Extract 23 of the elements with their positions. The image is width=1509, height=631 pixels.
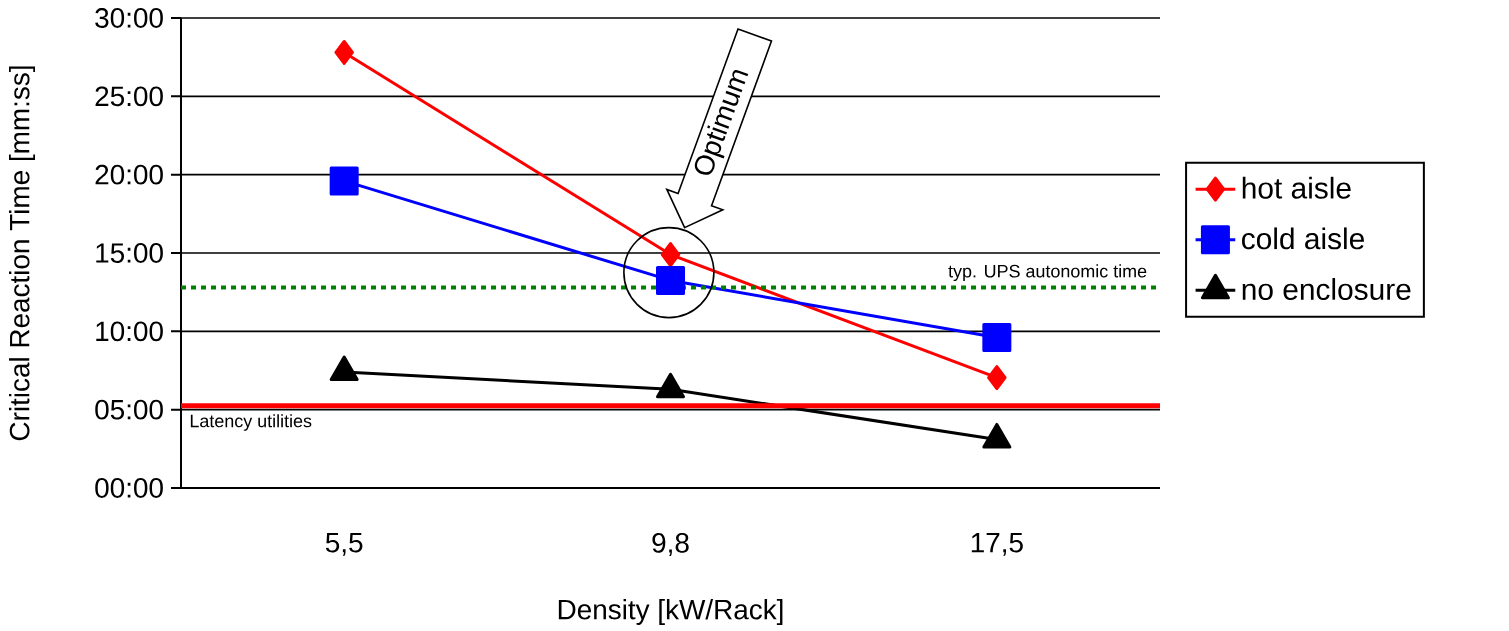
y-tick-label: 20:00: [95, 164, 163, 185]
legend-label: cold aisle: [1242, 227, 1364, 250]
legend-label: hot aisle: [1242, 176, 1351, 199]
y-tick-label: 00:00: [95, 478, 163, 498]
ref-line-label: typ. UPS autonomic time: [948, 264, 1147, 282]
point: [329, 166, 359, 196]
y-tick-label: 25:00: [95, 86, 163, 107]
point: [334, 39, 354, 65]
y-tick-label: 10:00: [96, 321, 163, 342]
point: [982, 422, 1012, 449]
y-axis-title: Critical Reaction Time [mm:ss]: [9, 66, 36, 441]
x-tick-label: 17,5: [971, 533, 1023, 556]
ref-line-label: Latency utilities: [190, 414, 312, 431]
point: [656, 372, 685, 399]
legend-label: no enclosure: [1242, 278, 1411, 300]
y-tick-label: 15:00: [96, 243, 163, 263]
point: [329, 355, 359, 382]
x-tick-label: 5,5: [325, 533, 363, 556]
x-tick-label: 9,8: [652, 533, 689, 557]
point: [660, 242, 681, 268]
x-axis-title: Density [kW/Rack]: [558, 598, 783, 625]
y-tick-label: 30:00: [95, 8, 163, 28]
y-tick-label: 05:00: [95, 399, 163, 420]
